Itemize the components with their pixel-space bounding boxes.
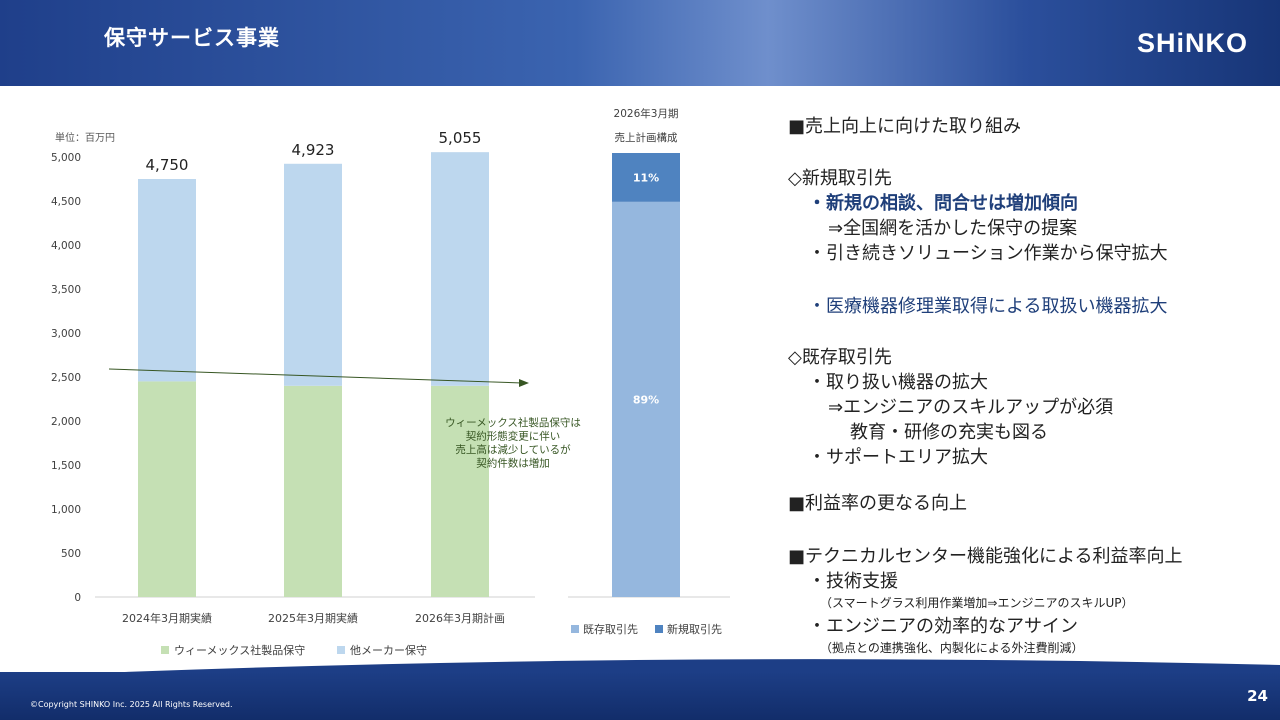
composition-segment (612, 153, 680, 202)
bar-total-label: 4,750 (146, 156, 189, 174)
bar-segment (284, 163, 342, 386)
annotation-text: ウィーメックス社製品保守は (445, 416, 581, 429)
heading-new-clients: ◇新規取引先 (788, 168, 892, 189)
bar-total-label: 4,923 (292, 141, 335, 159)
legend-label: 既存取引先 (583, 622, 638, 636)
legend-swatch (161, 646, 169, 654)
bullet-new-inquiries: ・新規の相談、問合せは増加傾向 (808, 193, 1078, 214)
bullet-engineer-assign-sub: （拠点との連携強化、内製化による外注費削減） (820, 641, 1084, 655)
company-logo: SHiNKO (1136, 28, 1248, 58)
bullet-equipment-expansion: ・取り扱い機器の拡大 (808, 372, 988, 393)
y-tick-label: 3,000 (51, 328, 81, 340)
heading-profit-margin: ■利益率の更なる向上 (788, 493, 968, 514)
bar-total-label: 5,055 (439, 129, 482, 147)
y-tick-label: 4,000 (51, 240, 81, 252)
bar-segment (431, 152, 489, 386)
bar-segment (284, 385, 342, 597)
y-tick-label: 3,500 (51, 284, 81, 296)
legend-label: 他メーカー保守 (350, 643, 427, 656)
y-tick-label: 2,000 (51, 416, 81, 428)
y-tick-label: 1,000 (51, 504, 81, 516)
legend-label: ウィーメックス社製品保守 (174, 643, 305, 656)
bullet-new-inquiries-sub: ⇒全国網を活かした保守の提案 (828, 218, 1078, 239)
bullet-support-area: ・サポートエリア拡大 (808, 447, 988, 468)
trend-arrow (108, 368, 523, 384)
unit-label: 単位：百万円 (55, 131, 115, 144)
bullet-medical-equipment: ・医療機器修理業取得による取扱い機器拡大 (808, 296, 1168, 317)
y-tick-label: 500 (61, 548, 81, 560)
composition-title: 2026年3月期 (614, 107, 679, 120)
x-category-label: 2025年3月期実績 (268, 611, 358, 625)
bar-segment (138, 381, 196, 597)
y-tick-label: 5,000 (51, 152, 81, 164)
x-category-label: 2024年3月期実績 (122, 611, 212, 625)
composition-data-label: 89% (633, 393, 659, 406)
heading-sales-growth: ■売上向上に向けた取り組み (788, 116, 1022, 137)
legend-swatch (655, 625, 663, 633)
composition-subtitle: 売上計画構成 (615, 131, 678, 144)
bullet-skill-up: ⇒エンジニアのスキルアップが必須 (828, 397, 1114, 418)
y-tick-label: 2,500 (51, 372, 81, 384)
bar-segment (138, 179, 196, 382)
composition-data-label: 11% (633, 171, 659, 184)
composition-segment (612, 201, 680, 597)
revenue-chart: 単位：百万円 0 500 1,000 1,500 2,000 2,500 3,000 3,500… (51, 107, 730, 656)
legend-swatch (571, 625, 579, 633)
legend-label: 新規取引先 (667, 622, 722, 636)
bullet-tech-support-sub: （スマートグラス利用作業増加⇒エンジニアのスキルUP） (820, 596, 1134, 610)
page-number: 24 (1247, 687, 1268, 705)
heading-existing-clients: ◇既存取引先 (788, 347, 892, 368)
legend-swatch (337, 646, 345, 654)
header-bar: 保守サービス事業 SHiNKO (0, 0, 1280, 86)
copyright: ©Copyright SHINKO Inc. 2025 All Rights R… (30, 700, 233, 709)
bullet-engineer-assign: ・エンジニアの効率的なアサイン (808, 616, 1078, 637)
bar-segment (431, 385, 489, 597)
bullet-tech-support: ・技術支援 (808, 571, 898, 592)
y-tick-label: 1,500 (51, 460, 81, 472)
x-category-label: 2026年3月期計画 (415, 611, 505, 625)
heading-technical-center: ■テクニカルセンター機能強化による利益率向上 (788, 546, 1183, 567)
annotation-text: 契約形態変更に伴い (466, 430, 561, 443)
y-tick-label: 0 (74, 592, 81, 604)
bullet-training: 教育・研修の充実も図る (850, 422, 1048, 443)
y-tick-label: 4,500 (51, 196, 81, 208)
footer-bar: ©Copyright SHINKO Inc. 2025 All Rights R… (0, 672, 1280, 720)
trend-arrow-head (519, 379, 529, 387)
annotation-text: 売上高は減少しているが (455, 443, 571, 456)
annotation-text: 契約件数は増加 (476, 457, 550, 470)
page-title: 保守サービス事業 (104, 26, 280, 50)
bullet-solution-expansion: ・引き続きソリューション作業から保守拡大 (808, 243, 1168, 264)
